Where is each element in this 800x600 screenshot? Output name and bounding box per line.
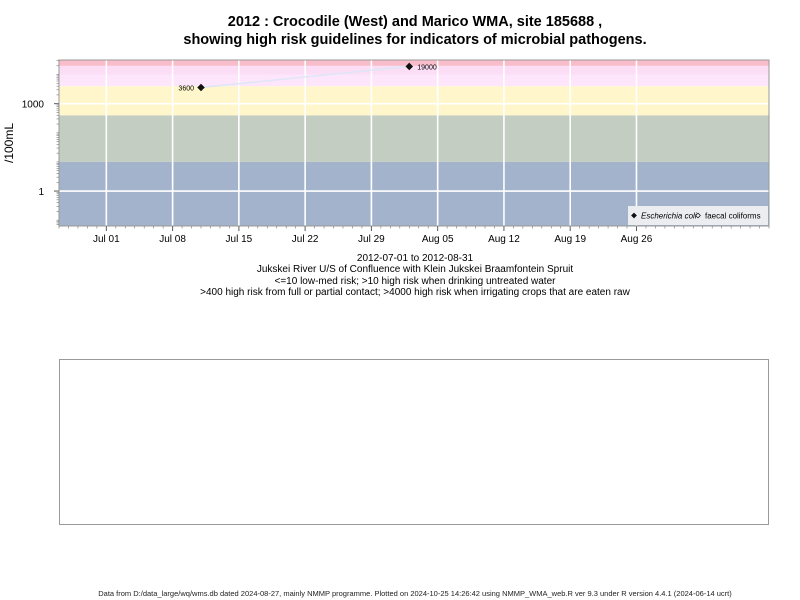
x-tick-label-1: Jul 08 [159,234,186,245]
series-line-0 [200,65,410,89]
x-tick-label-8: Aug 26 [621,234,653,245]
x-tick-label-6: Aug 12 [488,234,520,245]
y-axis-label: /100mL [2,123,16,163]
risk-band-5 [59,60,769,66]
data-point-0-1 [405,62,414,71]
caption-risk-low: <=10 low-med risk; >10 high risk when dr… [274,276,556,287]
chart-subtitle: showing high risk guidelines for indicat… [183,32,647,48]
data-label-0-1: 19000 [417,64,437,71]
caption-risk-high: >400 high risk from full or partial cont… [200,287,630,298]
x-tick-label-4: Jul 29 [358,234,385,245]
caption-date-range: 2012-07-01 to 2012-08-31 [356,253,474,264]
legend-label-1: faecal coliforms [705,212,761,221]
legend-box [628,206,768,225]
empty-plot-panel [59,359,769,525]
caption-site-name: Jukskei River U/S of Confluence with Kle… [256,264,574,275]
risk-band-2 [59,86,769,116]
y-tick-label-1: 1000 [22,100,45,111]
footer-note: Data from D:/data_large/wq/wms.db dated … [98,589,732,598]
x-tick-label-0: Jul 01 [93,234,120,245]
risk-band-3 [59,74,769,87]
x-tick-label-7: Aug 19 [554,234,586,245]
risk-band-1 [59,115,769,162]
legend-label-0: Escherichia coli [641,212,697,221]
x-tick-label-3: Jul 22 [292,234,319,245]
plot-frame [58,59,770,227]
data-label-0-0: 3600 [178,85,194,92]
legend-marker-1 [695,212,701,219]
chart-title: 2012 : Crocodile (West) and Marico WMA, … [227,14,603,30]
x-tick-label-5: Aug 05 [422,234,454,245]
data-point-0-0 [197,83,205,92]
y-tick-label-0: 1 [38,187,44,198]
x-tick-label-2: Jul 15 [226,234,253,245]
legend-marker-0 [631,212,637,219]
risk-band-4 [59,65,769,75]
